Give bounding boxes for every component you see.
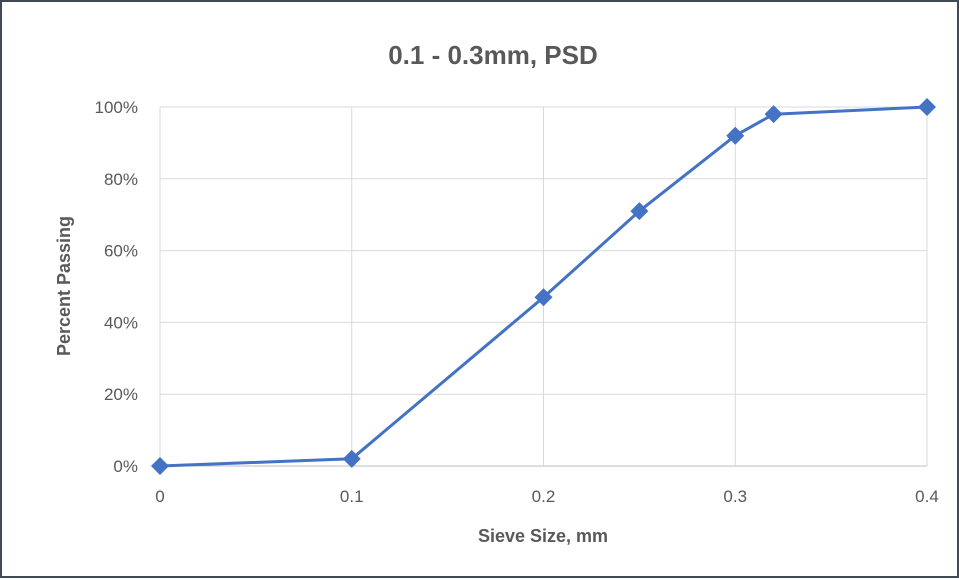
data-point-marker [534, 288, 553, 307]
y-tick-label: 60% [104, 242, 138, 261]
x-tick-label: 0.3 [723, 487, 747, 506]
y-tick-label: 40% [104, 313, 138, 332]
data-point-marker [342, 449, 361, 468]
y-tick-label: 100% [95, 98, 138, 117]
y-tick-label: 20% [104, 385, 138, 404]
y-tick-label: 80% [104, 170, 138, 189]
x-tick-label: 0 [155, 487, 164, 506]
grid-layer [159, 106, 928, 467]
tick-label-layer: 0% 20% 40% 60% 80% 100% 0 0.1 0.2 0.3 0.4 [95, 98, 939, 506]
data-point-marker [918, 98, 936, 116]
chart-title: 0.1 - 0.3mm, PSD [388, 40, 598, 70]
y-tick-label: 0% [113, 457, 138, 476]
x-tick-label: 0.4 [915, 487, 939, 506]
data-point-marker [726, 126, 745, 145]
data-point-marker [630, 202, 649, 221]
x-tick-label: 0.1 [340, 487, 364, 506]
series-layer [151, 98, 936, 475]
y-axis-title: Percent Passing [54, 216, 74, 356]
data-point-marker [764, 105, 783, 124]
x-tick-label: 0.2 [532, 487, 556, 506]
data-point-marker [151, 457, 169, 475]
x-axis-title: Sieve Size, mm [478, 526, 608, 546]
